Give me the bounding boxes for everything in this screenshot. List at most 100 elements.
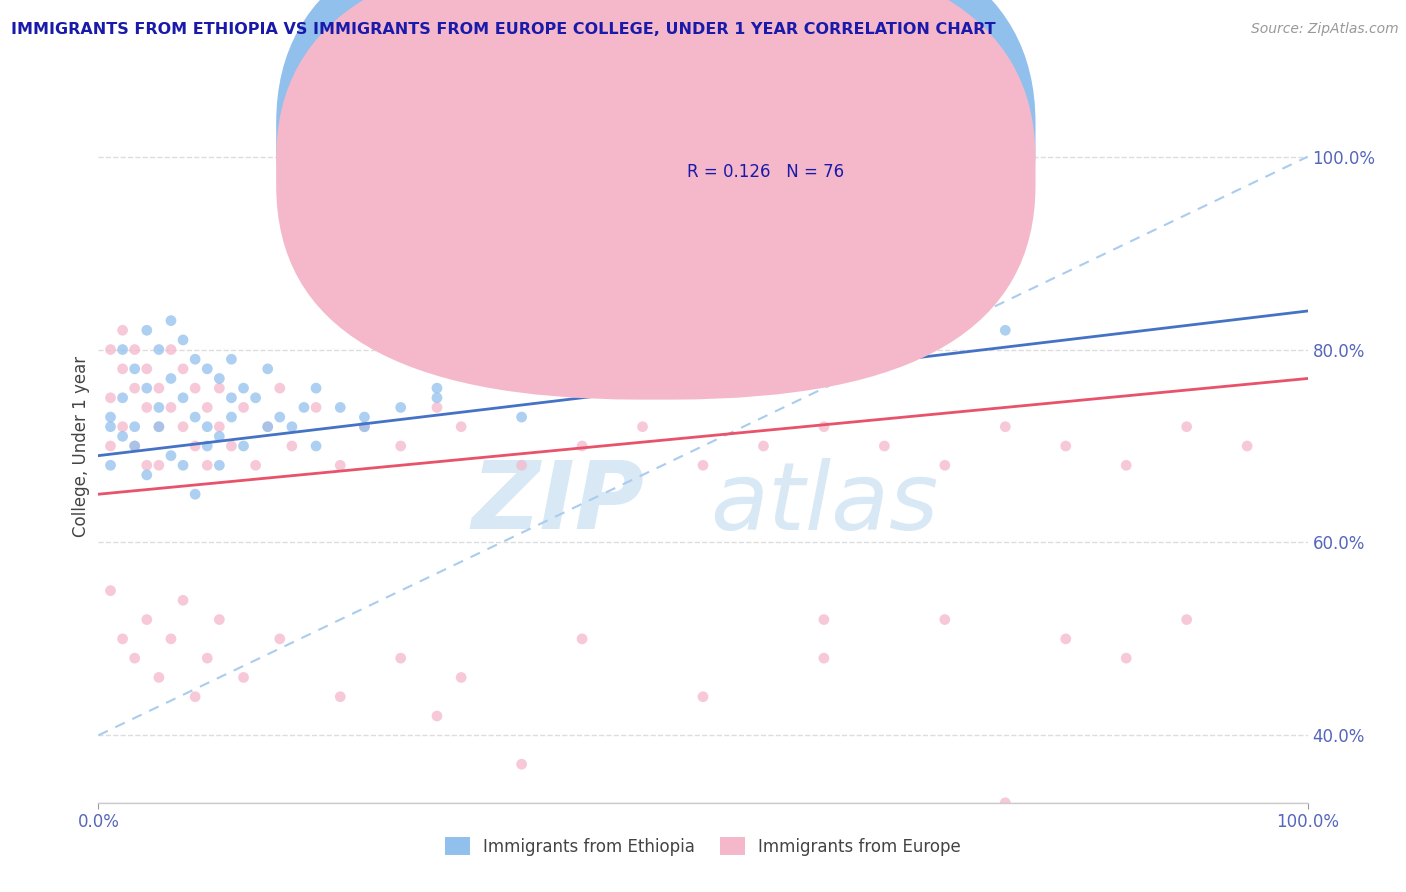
- Point: [994, 323, 1017, 337]
- Point: [934, 613, 956, 627]
- Point: [329, 690, 352, 704]
- Point: [135, 323, 157, 337]
- Point: [111, 391, 134, 405]
- Point: [1054, 632, 1077, 646]
- Point: [692, 690, 714, 704]
- Point: [208, 371, 231, 385]
- Point: [510, 410, 533, 425]
- Point: [232, 670, 254, 684]
- Point: [571, 439, 593, 453]
- Point: [124, 651, 146, 665]
- Point: [111, 429, 134, 443]
- Point: [184, 690, 207, 704]
- Point: [426, 391, 449, 405]
- Point: [450, 670, 472, 684]
- Point: [221, 439, 243, 453]
- Point: [100, 391, 122, 405]
- Point: [148, 458, 170, 473]
- Text: IMMIGRANTS FROM ETHIOPIA VS IMMIGRANTS FROM EUROPE COLLEGE, UNDER 1 YEAR CORRELA: IMMIGRANTS FROM ETHIOPIA VS IMMIGRANTS F…: [11, 22, 995, 37]
- Point: [148, 401, 170, 415]
- Point: [752, 439, 775, 453]
- Point: [631, 381, 654, 395]
- Point: [184, 381, 207, 395]
- Point: [571, 632, 593, 646]
- Point: [195, 439, 218, 453]
- Point: [172, 391, 194, 405]
- Text: R = 0.182   N = 54: R = 0.182 N = 54: [688, 128, 845, 145]
- Point: [305, 381, 328, 395]
- Point: [148, 419, 170, 434]
- Point: [100, 583, 122, 598]
- Point: [160, 449, 183, 463]
- Point: [450, 362, 472, 376]
- Point: [124, 439, 146, 453]
- Point: [692, 458, 714, 473]
- Point: [353, 419, 375, 434]
- Point: [111, 362, 134, 376]
- Point: [172, 593, 194, 607]
- Text: R = 0.126   N = 76: R = 0.126 N = 76: [688, 163, 845, 181]
- Point: [813, 613, 835, 627]
- Point: [450, 419, 472, 434]
- Point: [426, 709, 449, 723]
- Point: [631, 419, 654, 434]
- Point: [124, 343, 146, 357]
- Point: [1054, 439, 1077, 453]
- Point: [148, 343, 170, 357]
- Point: [135, 458, 157, 473]
- Point: [256, 419, 278, 434]
- Point: [994, 796, 1017, 810]
- Point: [195, 458, 218, 473]
- Point: [148, 381, 170, 395]
- Point: [195, 419, 218, 434]
- Point: [160, 371, 183, 385]
- Point: [813, 419, 835, 434]
- Point: [305, 439, 328, 453]
- Point: [100, 410, 122, 425]
- Point: [305, 401, 328, 415]
- Point: [1115, 651, 1137, 665]
- Point: [184, 352, 207, 367]
- Point: [389, 651, 412, 665]
- Point: [195, 401, 218, 415]
- Point: [510, 458, 533, 473]
- Point: [1175, 613, 1198, 627]
- Point: [135, 613, 157, 627]
- Legend: Immigrants from Ethiopia, Immigrants from Europe: Immigrants from Ethiopia, Immigrants fro…: [439, 830, 967, 863]
- Point: [135, 401, 157, 415]
- Point: [160, 313, 183, 327]
- Point: [172, 458, 194, 473]
- Point: [124, 381, 146, 395]
- Point: [232, 381, 254, 395]
- Point: [195, 362, 218, 376]
- Point: [1175, 419, 1198, 434]
- FancyBboxPatch shape: [276, 0, 1035, 400]
- Point: [148, 419, 170, 434]
- Point: [221, 391, 243, 405]
- Point: [873, 439, 896, 453]
- Point: [281, 419, 304, 434]
- Point: [195, 651, 218, 665]
- Point: [292, 401, 315, 415]
- Point: [510, 757, 533, 772]
- Point: [100, 439, 122, 453]
- Point: [135, 362, 157, 376]
- Point: [329, 458, 352, 473]
- Point: [269, 632, 291, 646]
- Y-axis label: College, Under 1 year: College, Under 1 year: [72, 355, 90, 537]
- Point: [221, 352, 243, 367]
- Point: [160, 343, 183, 357]
- Point: [135, 381, 157, 395]
- Point: [100, 343, 122, 357]
- Point: [232, 401, 254, 415]
- Point: [353, 419, 375, 434]
- Point: [135, 467, 157, 482]
- Point: [111, 632, 134, 646]
- Point: [232, 439, 254, 453]
- Point: [1115, 458, 1137, 473]
- Text: ZIP: ZIP: [471, 457, 644, 549]
- Point: [245, 458, 267, 473]
- Point: [994, 419, 1017, 434]
- Point: [172, 362, 194, 376]
- Point: [208, 458, 231, 473]
